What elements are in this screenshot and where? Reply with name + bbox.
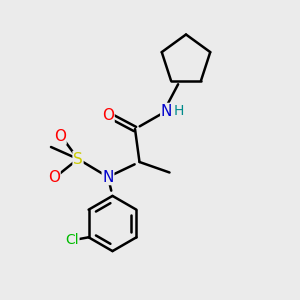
Text: Cl: Cl [65, 233, 79, 247]
Text: N: N [102, 169, 114, 184]
Text: O: O [48, 169, 60, 184]
Text: O: O [102, 108, 114, 123]
Text: H: H [174, 104, 184, 118]
Text: O: O [54, 129, 66, 144]
Text: S: S [73, 152, 83, 166]
Text: N: N [161, 103, 172, 118]
